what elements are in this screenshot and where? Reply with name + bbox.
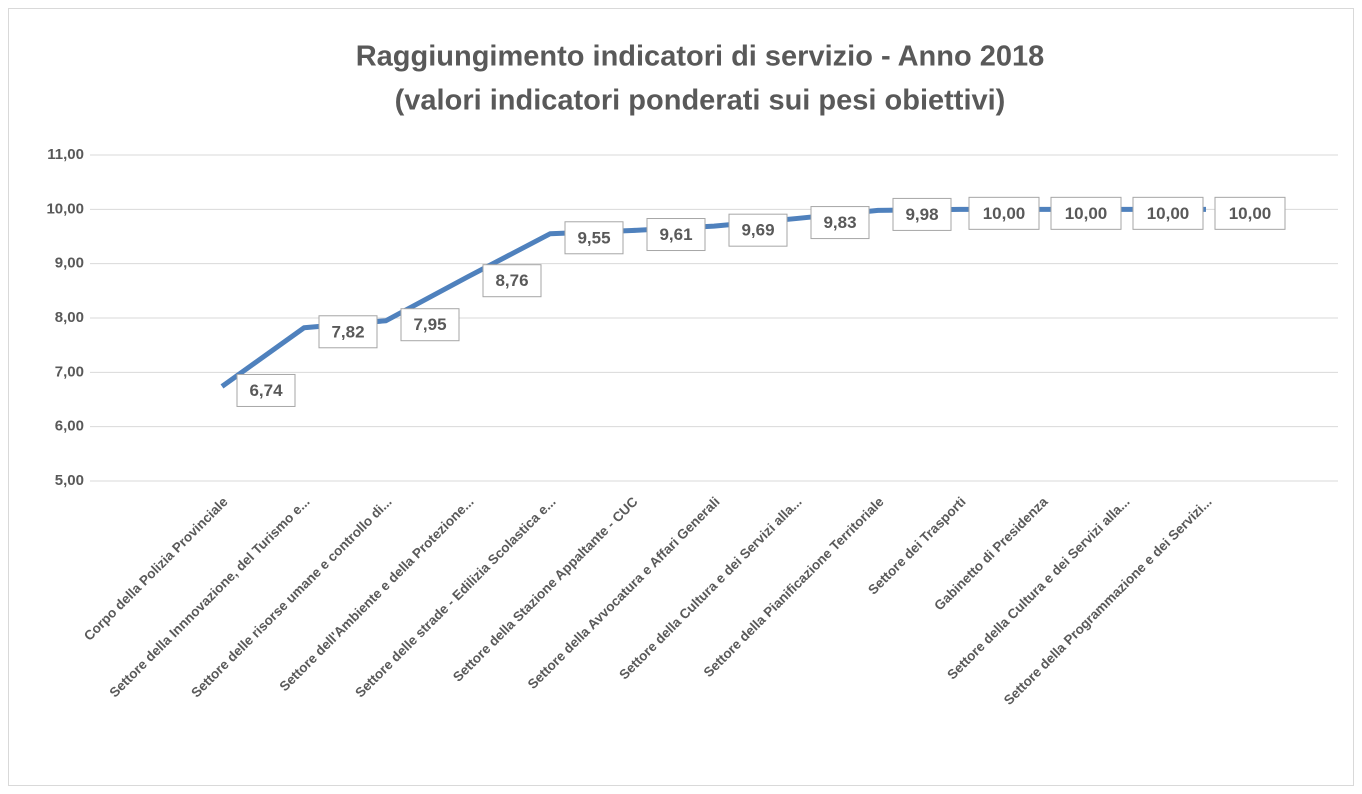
y-tick-label: 7,00 [55,363,84,380]
data-label: 9,69 [741,221,774,240]
data-label-box [1132,196,1204,230]
data-label-box [400,308,460,342]
data-label-box [968,196,1040,230]
data-label: 10,00 [983,204,1026,223]
chart-title: Raggiungimento indicatori di servizio - … [356,41,1045,73]
data-label-box [892,197,952,231]
y-tick-label: 11,00 [47,146,84,163]
data-label-box [646,218,706,252]
y-tick-label: 10,00 [46,200,84,217]
data-label-box [236,373,296,407]
data-label-box [1050,196,1122,230]
data-label: 7,95 [413,315,446,334]
data-label-box [728,213,788,247]
chart-border [8,8,1354,786]
data-label: 6,74 [249,381,283,400]
data-label: 10,00 [1147,204,1190,223]
data-label: 9,55 [577,228,610,247]
data-label: 9,61 [659,225,692,244]
data-label: 10,00 [1229,204,1272,223]
data-label-box [482,264,542,298]
data-label: 9,98 [905,205,938,224]
data-label-box [318,315,378,349]
data-label: 9,83 [823,213,856,232]
data-label: 7,82 [331,322,364,341]
data-label: 10,00 [1065,204,1108,223]
data-label-box [564,221,624,255]
data-label-box [1214,196,1286,230]
y-tick-label: 6,00 [55,418,84,435]
y-tick-label: 5,00 [55,472,84,489]
chart-subtitle: (valori indicatori ponderati sui pesi ob… [395,85,1006,117]
data-label: 8,76 [495,271,528,290]
y-tick-label: 8,00 [55,309,84,326]
line [220,206,1206,389]
data-label-box [810,206,870,240]
y-tick-label: 9,00 [55,255,84,272]
